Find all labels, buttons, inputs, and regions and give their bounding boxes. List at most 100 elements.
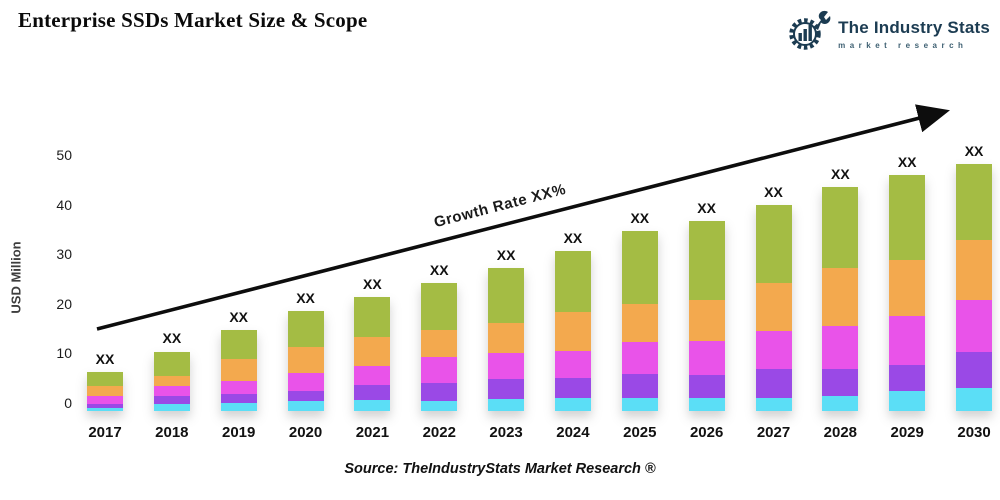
bar-value-label-2027: XX (764, 184, 783, 201)
logo-tagline: market research (838, 40, 968, 50)
bar-segment-series-3 (153, 386, 190, 397)
y-tick-label-40: 40 (56, 196, 72, 213)
bar-segment-series-4 (153, 376, 190, 387)
bar-segment-series-5-top (153, 351, 190, 377)
bar-segment-series-3 (755, 331, 792, 370)
bar-segment-series-1-bottom (755, 398, 792, 411)
bar-2029 (889, 175, 926, 411)
bar-value-label-2025: XX (630, 209, 650, 226)
x-tick-label-2019: 2019 (222, 424, 256, 441)
bar-2018 (153, 351, 190, 411)
bar-segment-series-1-bottom (220, 403, 257, 411)
bar-segment-series-4 (220, 359, 257, 382)
bar-value-label-2024: XX (563, 230, 583, 247)
bar-value-label-2029: XX (897, 154, 917, 171)
bar-2017 (87, 372, 123, 411)
bar-segment-series-2 (488, 379, 525, 400)
bar-2030 (956, 164, 993, 411)
bar-value-label-2026: XX (697, 200, 716, 217)
bar-segment-series-3 (554, 350, 591, 379)
x-tick-label-2029: 2029 (890, 424, 924, 441)
brand-logo: The Industry Stats market research (785, 8, 990, 59)
bar-2025 (621, 230, 658, 411)
bar-segment-series-3 (354, 366, 391, 386)
bar-2019 (220, 329, 257, 411)
bar-segment-series-5-top (889, 175, 926, 261)
source-caption: Source: TheIndustryStats Market Research… (344, 461, 656, 477)
bar-segment-series-5-top (287, 311, 324, 347)
bar-segment-series-1-bottom (421, 401, 458, 411)
bar-value-label-2030: XX (964, 143, 984, 159)
plot-area: XX 2017 XX 2018 XX 2019 XX 2020 XX 2021 XX 2022 XX 20… (85, 95, 995, 441)
bar-value-label-2019: XX (229, 308, 249, 325)
bar-segment-series-1-bottom (889, 391, 926, 411)
bar-value-label-2028: XX (831, 166, 850, 183)
bar-segment-series-2 (956, 351, 993, 389)
bar-segment-series-3 (822, 326, 859, 370)
bar-segment-series-1-bottom (956, 388, 993, 411)
logo-name: The Industry Stats (838, 17, 990, 37)
x-tick-label-2030: 2030 (957, 424, 991, 441)
bar-segment-series-1-bottom (488, 399, 525, 411)
x-tick-label-2024: 2024 (556, 424, 590, 441)
y-tick-label-30: 30 (56, 246, 72, 263)
bar-segment-series-2 (354, 385, 391, 401)
x-tick-label-2017: 2017 (88, 424, 122, 441)
bar-segment-series-4 (287, 346, 324, 374)
bar-segment-series-5-top (421, 282, 458, 330)
bar-segment-series-4 (822, 268, 859, 327)
bar-segment-series-4 (889, 260, 926, 317)
y-axis-title: USD Million (8, 241, 24, 314)
bar-value-label-2020: XX (296, 290, 315, 307)
logo-text: The Industry Stats market research (838, 18, 990, 50)
bar-segment-series-4 (956, 239, 993, 300)
page-title: Enterprise SSDs Market Size & Scope (18, 8, 368, 32)
x-tick-label-2021: 2021 (355, 424, 390, 441)
bar-segment-series-5-top (554, 251, 591, 313)
x-tick-label-2020: 2020 (288, 424, 323, 441)
bar-value-label-2022: XX (429, 261, 449, 278)
bar-segment-series-5-top (488, 267, 525, 323)
bar-segment-series-3 (287, 373, 324, 392)
bar-segment-series-3 (220, 381, 257, 395)
y-tick-label-50: 50 (56, 147, 72, 163)
bar-segment-series-2 (421, 383, 458, 402)
bar-segment-series-2 (153, 396, 190, 405)
bar-2020 (287, 311, 324, 411)
gear-wrench-icon (785, 8, 831, 59)
bar-segment-series-2 (755, 369, 792, 399)
bar-segment-series-4 (488, 322, 525, 353)
bar-segment-series-3 (889, 316, 926, 366)
bar-2027 (755, 205, 792, 411)
bar-segment-series-5-top (354, 297, 391, 337)
bar-segment-series-2 (822, 369, 859, 397)
bar-segment-series-5-top (87, 372, 123, 387)
bar-segment-series-2 (688, 375, 725, 399)
bar-2023 (488, 267, 525, 411)
bar-segment-series-5-top (621, 230, 658, 304)
bar-segment-series-4 (688, 299, 725, 342)
bar-2028 (822, 187, 859, 411)
bar-segment-series-5-top (755, 205, 792, 284)
bar-segment-series-4 (421, 329, 458, 358)
bar-segment-series-5-top (956, 164, 993, 240)
bar-segment-series-4 (755, 283, 792, 332)
bar-segment-series-1-bottom (153, 404, 190, 411)
bar-segment-series-4 (621, 303, 658, 343)
bar-segment-series-2 (554, 378, 591, 399)
bar-value-label-2023: XX (496, 246, 516, 263)
x-tick-label-2027: 2027 (756, 424, 791, 441)
bar-segment-series-1-bottom (554, 398, 591, 411)
bar-segment-series-3 (688, 341, 725, 376)
bar-segment-series-2 (87, 404, 123, 409)
bar-segment-series-2 (621, 374, 658, 399)
bar-segment-series-1-bottom (287, 401, 324, 411)
bar-segment-series-3 (87, 396, 123, 405)
x-tick-label-2028: 2028 (823, 424, 858, 441)
bar-segment-series-1-bottom (354, 400, 391, 411)
x-tick-label-2025: 2025 (623, 424, 657, 441)
bar-segment-series-4 (87, 386, 123, 397)
x-tick-label-2023: 2023 (489, 424, 523, 441)
bar-segment-series-3 (488, 352, 525, 380)
